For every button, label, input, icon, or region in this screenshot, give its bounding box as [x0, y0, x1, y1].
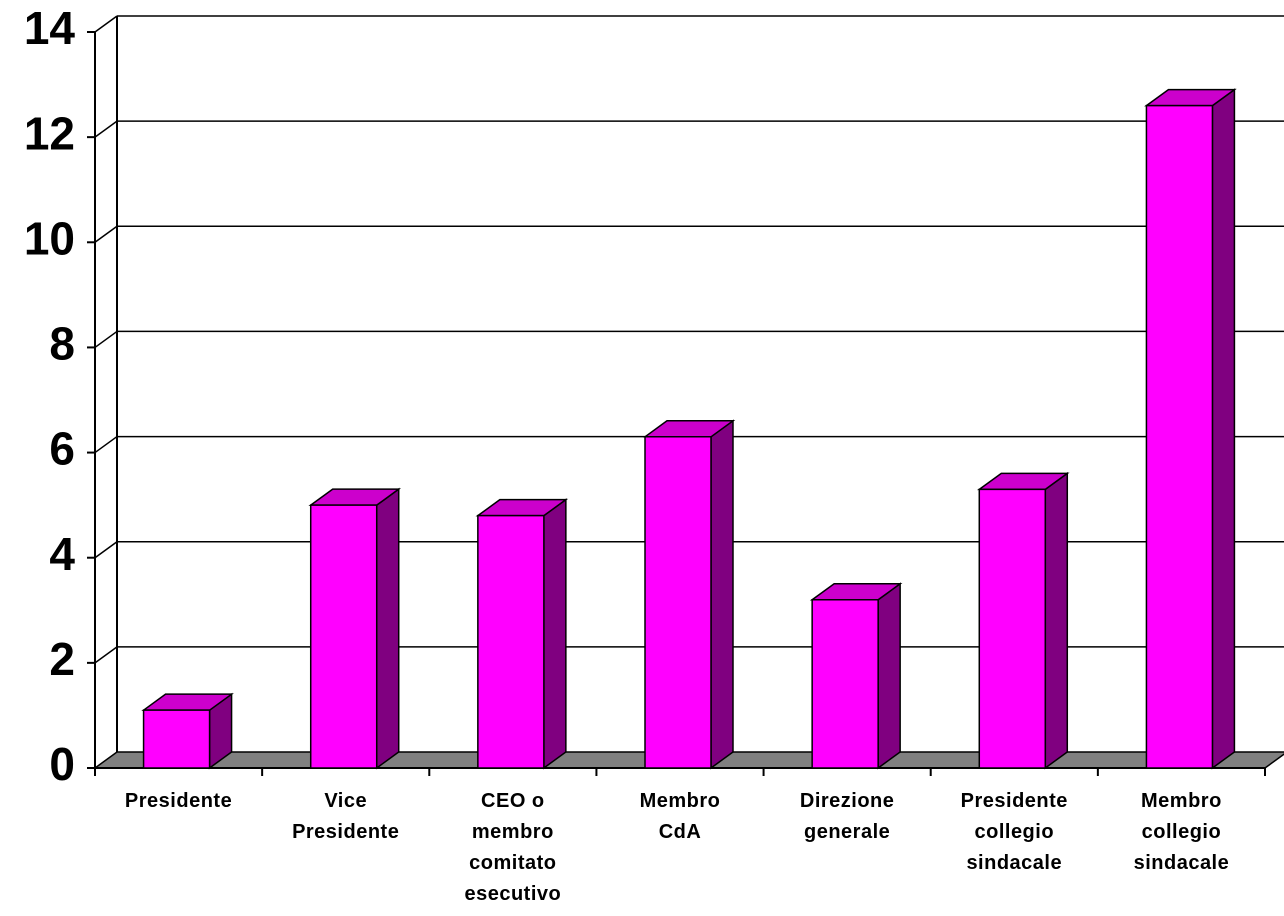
- bar-face: [644, 436, 712, 769]
- x-tick-label: Membro CdA: [639, 790, 721, 843]
- bar-face: [543, 498, 567, 770]
- bar: [976, 471, 1070, 770]
- y-tick-label: 10: [24, 212, 75, 264]
- grid-line: [94, 225, 118, 243]
- bar-face: [1044, 471, 1069, 770]
- y-tick-label: 12: [24, 107, 75, 159]
- bar: [1144, 88, 1237, 770]
- bar: [475, 498, 569, 770]
- grid-line: [94, 646, 118, 664]
- y-tick-label: 6: [49, 423, 75, 475]
- bar: [809, 582, 903, 770]
- bar-face: [477, 514, 545, 769]
- grid-line: [94, 435, 118, 454]
- bar-face: [1145, 104, 1214, 769]
- x-tick-label: Presidente collegio sindacale: [960, 790, 1068, 874]
- x-tick-label: Direzione generale: [799, 790, 895, 843]
- y-tick-label: 4: [49, 528, 75, 580]
- bar: [141, 692, 234, 770]
- bar-face: [1211, 88, 1236, 770]
- bar: [308, 487, 402, 770]
- x-tick-label: Membro collegio sindacale: [1133, 790, 1230, 874]
- y-tick-label: 2: [49, 633, 75, 685]
- bar-face: [811, 599, 879, 769]
- y-tick-label: 8: [49, 318, 75, 370]
- x-tick-label: Vice Presidente: [292, 790, 400, 843]
- grid-line: [94, 15, 118, 33]
- bar-face: [877, 582, 901, 770]
- x-tick-label: CEO o membro comitato esecutivo: [464, 790, 562, 905]
- x-tick-label: Presidente: [124, 790, 233, 812]
- bar-face: [309, 504, 378, 769]
- grid-line: [94, 541, 118, 559]
- bar-face: [710, 419, 734, 770]
- bar: [642, 419, 736, 770]
- bar-face: [978, 488, 1047, 769]
- bar-face: [142, 709, 211, 769]
- y-tick-label: 0: [49, 738, 75, 790]
- grid-line: [94, 120, 118, 138]
- bar-face: [375, 487, 400, 770]
- y-tick-label: 14: [24, 2, 76, 54]
- grid-line: [94, 330, 118, 349]
